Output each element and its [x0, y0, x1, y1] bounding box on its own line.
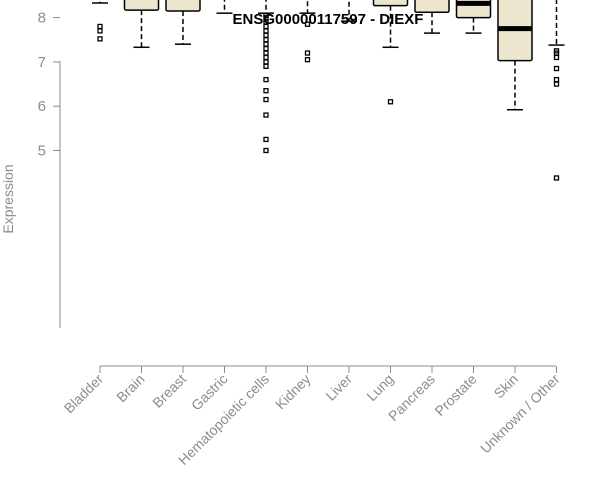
outlier-point — [304, 57, 311, 63]
box-group — [455, 0, 492, 34]
box-group — [372, 0, 409, 105]
x-tick-label: Breast — [149, 371, 189, 411]
x-tick-label: Unknown / Other — [477, 371, 563, 457]
x-tick-label: Lung — [363, 371, 396, 404]
outlier-point — [553, 81, 560, 87]
outlier-point — [263, 63, 269, 69]
outlier-point — [263, 136, 269, 143]
outlier-point — [263, 59, 269, 65]
box-group — [216, 0, 233, 14]
y-tick-label: 8 — [38, 10, 46, 27]
x-tick-label: Liver — [322, 371, 355, 404]
y-tick-label: 7 — [38, 54, 46, 71]
box — [372, 0, 409, 7]
outlier-point — [97, 28, 103, 34]
x-tick-label: Bladder — [61, 371, 107, 417]
y-axis-label: Expression — [0, 164, 16, 233]
outlier-point — [263, 41, 269, 47]
outlier-point — [304, 21, 311, 27]
outlier-point — [263, 147, 269, 154]
box-group — [299, 0, 316, 63]
x-tick-label: Brain — [113, 371, 147, 405]
box-group — [497, 0, 533, 111]
y-ticks: 567891011 — [38, 10, 60, 160]
outlier-point — [263, 28, 269, 34]
y-tick-label: 5 — [38, 143, 46, 160]
chart-title: ENSG00000117597 - DIEXF — [233, 11, 424, 28]
outlier-point — [263, 50, 269, 56]
outlier-point — [263, 45, 269, 52]
outlier-point — [304, 50, 311, 56]
y-tick-label: 6 — [38, 98, 46, 115]
outlier-point — [553, 175, 560, 181]
box-group — [341, 0, 357, 22]
x-tick-label: Kidney — [272, 371, 314, 413]
box-group — [92, 0, 108, 42]
outlier-point — [553, 76, 560, 83]
box-group — [258, 0, 274, 154]
outlier-point — [263, 96, 269, 103]
box-group — [548, 0, 565, 181]
box-group — [123, 0, 160, 49]
outlier-point — [263, 112, 269, 118]
outlier-point — [97, 23, 103, 30]
box — [165, 0, 201, 12]
outlier-point — [263, 32, 269, 38]
box-group — [165, 0, 201, 45]
outlier-point — [263, 88, 269, 94]
outlier-point — [263, 37, 269, 43]
outlier-point — [553, 54, 560, 61]
boxes — [92, 0, 565, 181]
outlier-point — [553, 65, 560, 72]
box — [414, 0, 450, 14]
box-group — [414, 0, 450, 34]
outlier-point — [263, 54, 269, 61]
box — [123, 0, 160, 11]
outlier-point — [387, 99, 394, 105]
x-tick-label: Prostate — [431, 371, 479, 419]
x-tick-label: Skin — [491, 371, 522, 402]
outlier-point — [97, 36, 103, 42]
outlier-point — [263, 76, 269, 83]
